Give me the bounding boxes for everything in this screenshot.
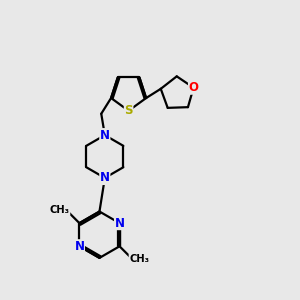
Text: S: S	[124, 104, 133, 117]
Text: CH₃: CH₃	[50, 205, 70, 215]
Text: N: N	[115, 217, 124, 230]
Text: N: N	[74, 240, 84, 253]
Text: N: N	[100, 171, 110, 184]
Text: N: N	[100, 129, 110, 142]
Text: CH₃: CH₃	[129, 254, 149, 264]
Text: O: O	[188, 81, 199, 94]
